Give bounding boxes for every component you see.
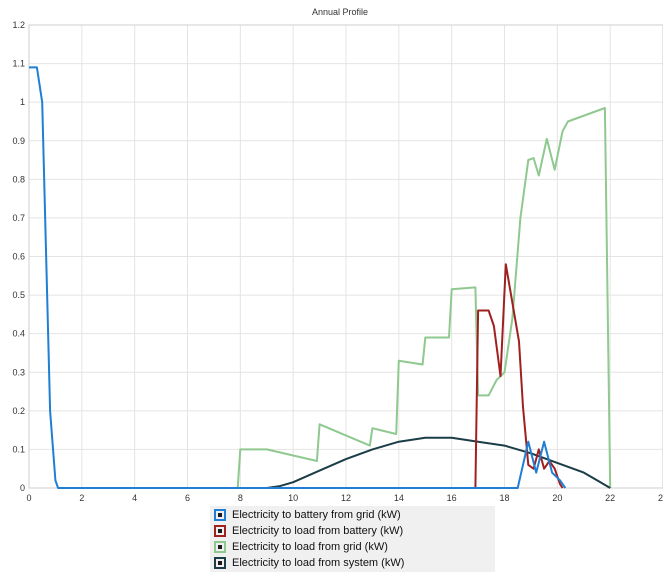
annual-profile-chart: Annual Profile 0 0.1 0.2 0.3 0.4 0.5 0.6 0.7 0.8…	[12, 7, 663, 503]
y-tick-label: 0.7	[12, 213, 25, 223]
legend-label-load-from-battery: Electricity to load from battery (kW)	[232, 525, 404, 537]
y-tick-label: 1.1	[12, 59, 25, 69]
y-tick-label: 0.8	[12, 174, 25, 184]
legend-swatch-load-from-system	[214, 557, 226, 569]
chart-title: Annual Profile	[312, 7, 368, 17]
series-lines	[29, 66, 612, 489]
x-tick-label: 6	[185, 493, 190, 503]
x-tick-label: 10	[288, 493, 298, 503]
y-tick-label: 0.3	[12, 367, 25, 377]
y-tick-label: 0.9	[12, 136, 25, 146]
y-tick-label: 0.6	[12, 252, 25, 262]
legend-label-load-from-grid: Electricity to load from grid (kW)	[232, 541, 388, 553]
x-tick-label: 0	[26, 493, 31, 503]
y-tick-label: 0.1	[12, 444, 25, 454]
legend-item-battery-from-grid[interactable]: Electricity to battery from grid (kW)	[214, 507, 401, 523]
x-axis-ticks: 024681012141618202224	[26, 493, 663, 503]
x-tick-label: 16	[447, 493, 457, 503]
legend-swatch-load-from-grid	[214, 541, 226, 553]
series-battery-from-grid	[29, 66, 567, 489]
x-tick-label: 8	[238, 493, 243, 503]
legend-label-battery-from-grid: Electricity to battery from grid (kW)	[232, 509, 401, 521]
x-tick-label: 2	[79, 493, 84, 503]
y-axis-ticks: 0 0.1 0.2 0.3 0.4 0.5 0.6 0.7 0.8 0.9 1 1.1 1.2	[12, 20, 25, 493]
legend-label-load-from-system: Electricity to load from system (kW)	[232, 557, 405, 569]
y-tick-label: 0.2	[12, 406, 25, 416]
legend-item-load-from-battery[interactable]: Electricity to load from battery (kW)	[214, 523, 403, 539]
x-tick-label: 4	[132, 493, 137, 503]
x-tick-label: 22	[605, 493, 615, 503]
series-load-from-battery	[474, 263, 564, 489]
series-load-from-grid	[236, 107, 612, 489]
x-tick-label: 20	[552, 493, 562, 503]
x-tick-label: 14	[394, 493, 404, 503]
grid	[28, 24, 663, 489]
x-tick-label: 12	[341, 493, 351, 503]
y-tick-label: 1	[20, 97, 25, 107]
x-tick-label: 24	[658, 493, 663, 503]
y-tick-label: 0.5	[12, 290, 25, 300]
legend-item-load-from-grid[interactable]: Electricity to load from grid (kW)	[214, 539, 388, 555]
y-tick-label: 1.2	[12, 20, 25, 30]
series-load-from-system	[266, 436, 611, 489]
legend-swatch-load-from-battery	[214, 525, 226, 537]
y-tick-label: 0	[20, 483, 25, 493]
legend: Electricity to battery from grid (kW) El…	[210, 506, 495, 572]
legend-item-load-from-system[interactable]: Electricity to load from system (kW)	[214, 555, 404, 571]
y-tick-label: 0.4	[12, 329, 25, 339]
legend-swatch-battery-from-grid	[214, 509, 226, 521]
x-tick-label: 18	[499, 493, 509, 503]
